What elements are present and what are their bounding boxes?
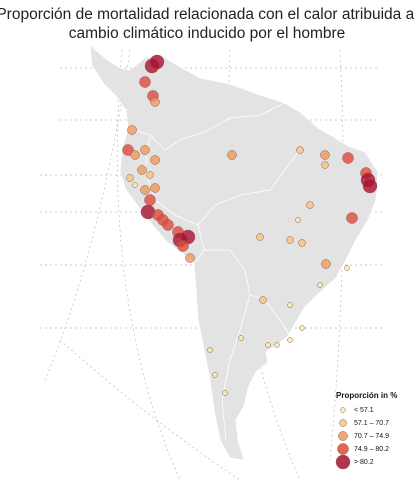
point xyxy=(342,152,354,164)
legend-label: 70.7 – 74.9 xyxy=(354,433,389,440)
point xyxy=(286,236,294,244)
point xyxy=(295,217,301,223)
point xyxy=(150,97,160,107)
points xyxy=(122,54,378,396)
point xyxy=(139,76,151,88)
point xyxy=(127,125,137,135)
legend-swatch xyxy=(335,454,351,470)
legend-label: 57.1 – 70.7 xyxy=(354,420,389,427)
point xyxy=(362,178,378,194)
point xyxy=(259,296,267,304)
point xyxy=(140,145,150,155)
point xyxy=(146,171,154,179)
legend-label: < 57.1 xyxy=(354,407,374,414)
point xyxy=(130,150,140,160)
point xyxy=(306,201,314,209)
point xyxy=(132,182,138,188)
point xyxy=(317,282,323,288)
continent xyxy=(89,44,379,461)
legend: Proporción in % < 57.1 57.1 – 70.7 70.7 – … xyxy=(335,391,397,470)
point xyxy=(149,54,165,70)
title-line-2: cambio climático inducido por el hombre xyxy=(69,25,346,42)
point xyxy=(207,347,213,353)
point xyxy=(177,240,189,252)
point xyxy=(287,337,293,343)
point xyxy=(222,390,228,396)
legend-swatch xyxy=(338,431,348,441)
point xyxy=(162,219,174,231)
point xyxy=(126,174,134,182)
point xyxy=(296,146,304,154)
point xyxy=(144,194,156,206)
point xyxy=(265,342,271,348)
point xyxy=(238,335,244,341)
point xyxy=(321,161,329,169)
point xyxy=(227,150,237,160)
point xyxy=(140,185,150,195)
point xyxy=(346,212,358,224)
point xyxy=(122,144,134,156)
point xyxy=(212,372,218,378)
point xyxy=(298,239,306,247)
point xyxy=(274,342,280,348)
legend-swatch xyxy=(337,443,349,455)
legend-label: > 80.2 xyxy=(354,459,374,466)
point xyxy=(137,165,147,175)
point xyxy=(150,183,160,193)
point xyxy=(256,233,264,241)
point xyxy=(344,265,350,271)
legend-title: Proporción in % xyxy=(336,391,397,400)
point xyxy=(321,259,331,269)
title-line-1: Proporción de mortalidad relacionada con… xyxy=(0,6,414,23)
point xyxy=(150,155,160,165)
point xyxy=(299,325,305,331)
point xyxy=(320,150,330,160)
legend-swatch xyxy=(340,407,346,413)
legend-label: 74.9 – 80.2 xyxy=(354,446,389,453)
point xyxy=(185,253,195,263)
legend-swatch xyxy=(339,419,347,427)
point xyxy=(287,302,293,308)
